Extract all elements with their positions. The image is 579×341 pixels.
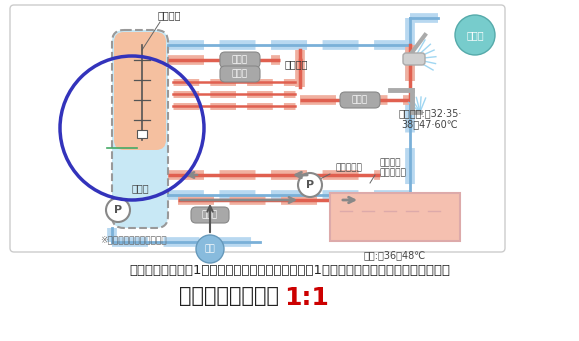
FancyBboxPatch shape (220, 52, 260, 68)
Text: 混合弁: 混合弁 (232, 56, 248, 64)
Text: P: P (306, 180, 314, 190)
Circle shape (298, 173, 322, 197)
Text: 給　湯: 給 湯 (466, 30, 484, 40)
FancyBboxPatch shape (220, 66, 260, 82)
Text: エネルギー効率は: エネルギー効率は (179, 286, 280, 306)
Circle shape (196, 235, 224, 263)
Text: 循環ポンプ: 循環ポンプ (335, 163, 362, 173)
Circle shape (455, 15, 495, 55)
FancyBboxPatch shape (191, 207, 229, 223)
Text: ふろ接続
アダプター: ふろ接続 アダプター (380, 158, 407, 178)
Text: ヒーター: ヒーター (158, 10, 181, 20)
Text: 1:1: 1:1 (284, 286, 329, 310)
Text: 減圧弁: 減圧弁 (202, 210, 218, 220)
FancyBboxPatch shape (112, 30, 168, 228)
Text: キッチン:約32·35·
38～47·60℃: キッチン:約32·35· 38～47·60℃ (398, 108, 461, 130)
Text: 電気エネルギー「1」に対して、ヒーターで作る「1」の熱エネルギーでお湯を沸かす。: 電気エネルギー「1」に対して、ヒーターで作る「1」の熱エネルギーでお湯を沸かす。 (129, 264, 450, 277)
Text: 混合弁: 混合弁 (352, 95, 368, 104)
Text: P: P (114, 205, 122, 215)
FancyBboxPatch shape (340, 92, 380, 108)
FancyBboxPatch shape (330, 193, 460, 241)
FancyBboxPatch shape (10, 5, 505, 252)
FancyBboxPatch shape (114, 32, 166, 150)
Text: 混合層: 混合層 (131, 183, 149, 193)
Text: 混合弁: 混合弁 (232, 70, 248, 78)
Text: 給水: 給水 (204, 244, 215, 253)
Text: ふろ:約36～48℃: ふろ:約36～48℃ (364, 250, 426, 260)
Text: ※これはイメージ図です。: ※これはイメージ図です。 (100, 235, 167, 244)
FancyBboxPatch shape (403, 53, 425, 65)
Bar (137, 130, 147, 138)
Circle shape (106, 198, 130, 222)
Text: 熱交換器: 熱交換器 (285, 59, 309, 69)
